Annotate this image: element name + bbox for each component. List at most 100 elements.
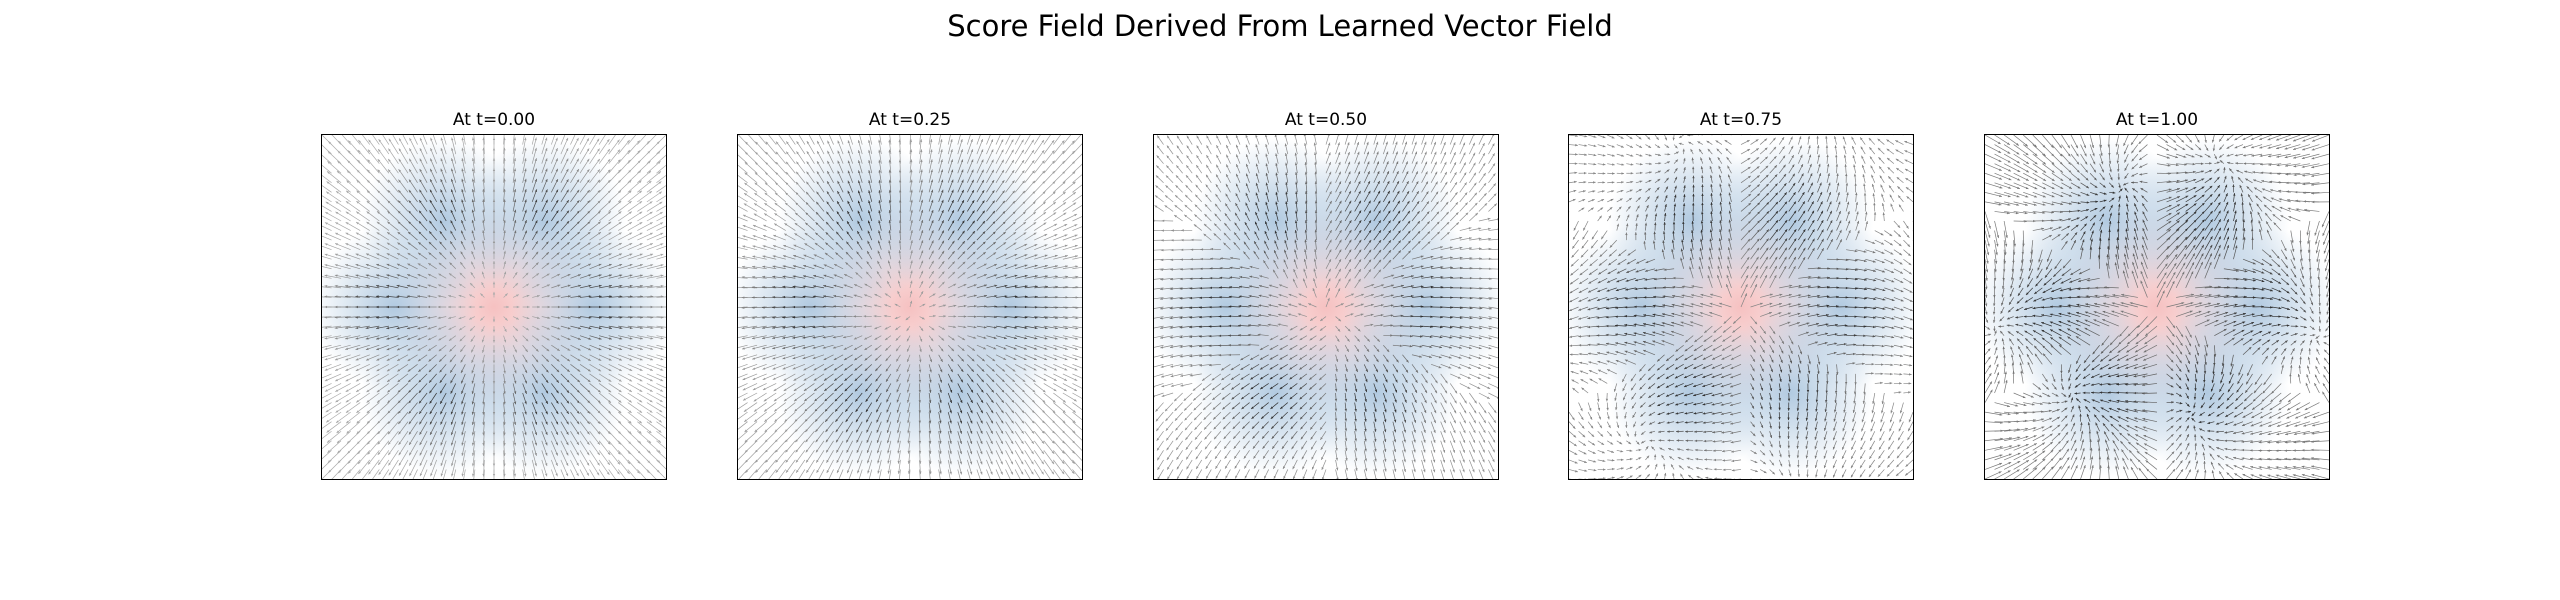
vector-arrow-head [427,295,431,298]
vector-arrow-head [471,158,475,161]
vector-arrow [378,138,390,155]
vector-arrow-head [812,356,816,359]
vector-arrow [627,140,640,155]
vector-arrow-head [920,159,923,163]
vector-arrow-head [398,421,401,424]
vector-arrow-head [440,147,443,151]
vector-arrow [656,402,666,409]
vector-arrow-head [1000,430,1004,434]
vector-arrow-head [803,264,807,268]
vector-arrow-head [994,326,997,329]
vector-arrow-head [826,191,830,195]
vector-arrow-head [939,369,943,373]
vector-arrow [646,191,663,203]
vector-arrow-head [429,199,433,203]
vector-arrow-head [337,450,341,454]
vector-arrow-head [417,274,421,277]
vector-arrow-head [982,210,985,214]
vector-arrow-head [863,315,867,318]
vector-arrow-head [918,379,922,383]
vector-arrow-head [845,419,849,423]
vector-arrow-head [883,314,887,318]
vector-arrow [738,226,748,231]
vector-arrow-head [782,336,786,339]
vector-arrow [451,459,457,477]
vector-arrow-head [545,168,548,172]
vector-arrow [617,139,630,155]
vector-arrow-head [419,179,422,183]
vector-arrow-head [1024,264,1028,267]
vector-arrow-head [752,275,755,279]
vector-arrow-head [545,158,548,162]
vector-arrow-head [418,390,422,393]
vector-arrow [1024,440,1034,455]
vector-arrow-head [469,317,472,320]
vector-arrow-head [429,411,433,415]
vector-arrow-head [795,181,799,185]
vector-arrow-head [557,316,561,319]
vector-arrow-head [461,401,464,405]
vector-arrow-head [324,264,328,267]
vector-arrow [738,267,748,270]
vector-arrow-head [969,441,973,444]
vector-arrow-head [639,243,643,246]
vector-arrow-head [782,367,786,370]
vector-arrow-head [324,222,328,225]
vector-arrow-head [971,369,974,372]
vector-arrow [512,137,516,155]
vector-arrow-head [660,326,664,330]
vector-arrow-head [514,339,518,342]
vector-arrow-head [1014,274,1018,278]
vector-arrow-head [743,398,746,401]
vector-arrow-head [907,450,910,454]
vector-arrow-head [940,149,943,153]
vector-arrow-head [972,348,975,351]
vector-arrow-head [327,161,331,164]
vector-arrow-head [1013,221,1016,225]
vector-arrow-head [1031,461,1034,465]
vector-arrow-head [408,210,412,214]
vector-arrow [324,335,342,340]
vector-arrow-head [440,411,443,415]
vector-arrow-head [846,449,849,453]
vector-arrow-head [355,284,359,288]
vector-arrow-head [887,470,890,474]
vector-arrow-head [822,336,826,339]
vector-arrow-head [884,337,888,341]
vector-arrow-head [524,230,527,234]
vector-arrow-head [753,213,757,217]
vector-arrow-head [598,358,602,361]
vector-arrow-head [836,439,839,443]
vector-arrow-head [471,219,475,223]
vector-arrow-head [802,346,806,349]
vector-arrow [627,430,642,444]
vector-arrow-head [566,390,570,393]
vector-arrow-head [939,451,942,454]
vector-arrow-head [920,199,924,203]
vector-arrow [503,469,505,479]
vector-arrow [646,232,664,241]
vector-arrow [785,141,796,155]
vector-arrow-head [826,201,830,205]
vector-arrow-head [325,399,329,402]
vector-arrow-head [992,231,996,235]
vector-arrow [738,411,748,420]
vector-arrow-head [556,358,560,362]
vector-arrow-head [1021,441,1024,444]
vector-arrow [986,135,991,145]
vector-arrow [738,216,748,222]
vector-arrow-head [503,219,506,223]
vector-arrow-head [427,327,431,330]
vector-arrow-head [397,389,401,393]
vector-arrow [738,383,748,389]
vector-arrow-head [513,401,517,405]
vector-arrow-head [649,399,653,403]
vector-arrow-head [772,336,775,340]
vector-arrow-head [555,442,558,446]
vector-arrow-head [619,253,622,256]
vector-arrow-head [853,325,856,328]
vector-arrow [598,459,610,476]
vector-arrow-head [745,152,748,155]
vector-arrow-head [980,451,983,455]
vector-arrow-head [504,293,508,297]
